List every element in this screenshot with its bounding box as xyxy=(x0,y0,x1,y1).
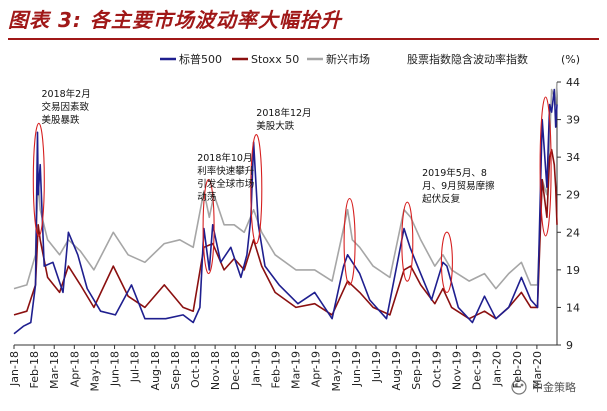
annotation-4-line-3: 起伏反复 xyxy=(422,193,461,205)
x-tick-label: Mar-20 xyxy=(531,351,544,389)
y-tick-label: 29 xyxy=(566,189,580,202)
x-tick-label: May-18 xyxy=(88,351,101,392)
x-tick-label: Dec-18 xyxy=(229,351,242,390)
x-tick-label: Dec-19 xyxy=(471,351,484,390)
y-tick-label: 44 xyxy=(566,76,580,89)
annotation-2-line-3: 引发全球市场 xyxy=(197,178,254,190)
annotation-4-line-2: 月、9月贸易摩擦 xyxy=(422,180,495,192)
x-tick-label: May-19 xyxy=(330,351,343,392)
x-tick-label: Jun-18 xyxy=(109,351,122,387)
x-tick-label: Oct-19 xyxy=(430,351,443,388)
legend-label-sp500: 标普500 xyxy=(179,52,222,66)
highlight-ellipse-6 xyxy=(440,231,453,293)
x-tick-label: Sep-18 xyxy=(169,351,182,390)
x-tick-label: Feb-20 xyxy=(511,351,524,388)
highlight-ellipse-4 xyxy=(343,197,356,286)
figure-title: 图表 3: 各主要市场波动率大幅抬升 xyxy=(8,8,342,32)
series-line-em xyxy=(13,81,558,290)
x-tick-label: Feb-19 xyxy=(269,351,282,388)
x-tick-label: Jan-20 xyxy=(491,351,504,387)
x-tick-label: Apr-18 xyxy=(68,351,81,387)
legend-label-stoxx50: Stoxx 50 xyxy=(251,53,299,66)
series-line-stoxx50 xyxy=(13,148,558,320)
annotation-2-line-4: 动荡 xyxy=(197,191,216,203)
x-tick-label: Aug-19 xyxy=(390,351,403,390)
x-tick-label: Jan-19 xyxy=(249,351,262,387)
x-tick-label: Feb-18 xyxy=(28,351,41,388)
annotation-3-line-2: 美股大跌 xyxy=(256,120,295,132)
legend-note: 股票指数隐含波动率指数 xyxy=(407,52,528,66)
x-tick-label: Apr-19 xyxy=(310,351,323,387)
watermark-logo: 中金策略 xyxy=(511,379,576,395)
annotation-1-line-2: 交易因素致 xyxy=(42,101,90,113)
annotation-2-line-1: 2018年10月 xyxy=(197,152,252,164)
x-tick-label: Sep-19 xyxy=(410,351,423,390)
title-underline xyxy=(8,38,599,40)
y-tick-label: 34 xyxy=(566,151,580,164)
series-line-sp500 xyxy=(13,88,558,335)
watermark-text: 中金策略 xyxy=(532,380,576,394)
x-tick-label: Jul-18 xyxy=(129,351,142,383)
x-tick-label: Jan-18 xyxy=(8,351,21,387)
annotation-2-line-2: 利率快速攀升 xyxy=(197,165,255,177)
highlight-ellipse-1 xyxy=(32,122,45,237)
legend-label-em: 新兴市场 xyxy=(326,52,370,66)
y-tick-label: 39 xyxy=(566,114,580,127)
annotation-3-line-1: 2018年12月 xyxy=(256,107,311,119)
highlight-ellipse-3 xyxy=(250,134,263,245)
x-tick-label: Mar-19 xyxy=(290,351,303,389)
x-tick-label: Nov-19 xyxy=(450,351,463,390)
x-tick-label: Nov-18 xyxy=(209,351,222,390)
highlight-ellipse-5 xyxy=(401,201,414,282)
y-axis-unit: (%) xyxy=(561,53,580,66)
highlight-ellipse-7 xyxy=(539,96,552,237)
y-tick-label: 9 xyxy=(566,339,573,352)
annotation-1-line-1: 2018年2月 xyxy=(42,88,91,100)
y-tick-label: 14 xyxy=(566,301,580,314)
x-tick-label: Mar-18 xyxy=(48,351,61,389)
annotation-4-line-1: 2019年5月、8 xyxy=(422,167,487,179)
x-tick-label: Oct-18 xyxy=(189,351,202,388)
x-tick-label: Aug-18 xyxy=(149,351,162,390)
y-tick-label: 19 xyxy=(566,264,580,277)
annotation-1-line-3: 美股暴跌 xyxy=(42,114,81,126)
x-tick-label: Jun-19 xyxy=(350,351,363,387)
x-tick-label: Jul-19 xyxy=(370,351,383,383)
highlight-ellipse-2 xyxy=(202,179,215,275)
y-tick-label: 24 xyxy=(566,226,580,239)
